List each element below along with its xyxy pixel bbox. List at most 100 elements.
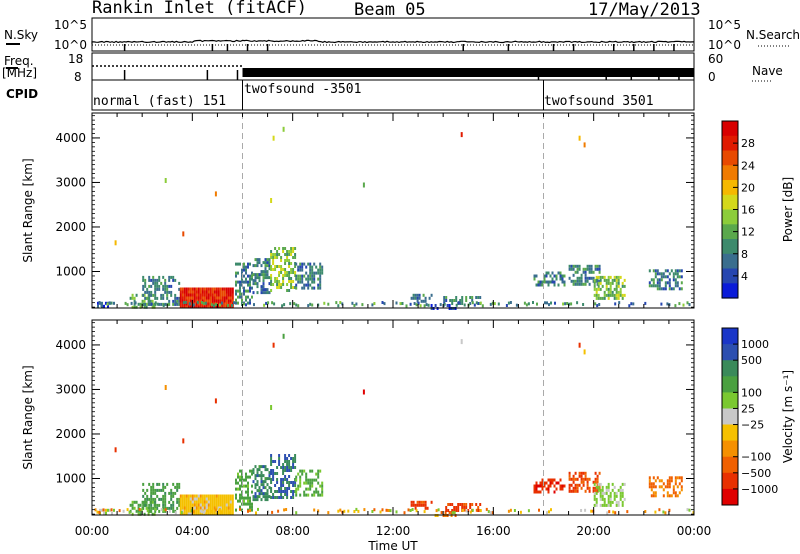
power-cell-7 xyxy=(307,281,309,284)
power-cell-4 xyxy=(249,278,251,281)
velocity-cell-2 xyxy=(146,498,148,501)
power-cell-2 xyxy=(144,291,146,294)
power-cell-2 xyxy=(166,294,168,297)
power-cell-11 xyxy=(548,284,550,287)
velocity-cell-5 xyxy=(263,492,265,495)
velocity-cell-2 xyxy=(148,498,150,501)
power-cell-4 xyxy=(245,278,247,281)
velocity-cell-7 xyxy=(307,482,309,485)
power-cell-12 xyxy=(571,268,573,271)
rti-plot: 1000200030004000Slant Range [km]48121620… xyxy=(0,0,800,554)
power-noise xyxy=(687,301,689,304)
velocity-cell-6 xyxy=(270,472,272,475)
power-cell-12 xyxy=(569,268,571,271)
velocity-cell-1 xyxy=(134,501,136,504)
power-noise xyxy=(297,304,299,307)
velocity-noise xyxy=(608,510,610,513)
velocity-cell-5 xyxy=(253,480,255,483)
power-cell-14 xyxy=(659,287,661,290)
power-cell-4 xyxy=(237,302,239,305)
power-cell-7 xyxy=(317,278,319,281)
velocity-cell-7 xyxy=(319,494,321,497)
velocity-cell-6 xyxy=(284,466,286,469)
time-tick-label-2: 08:00 xyxy=(275,524,310,538)
power-cell-7 xyxy=(311,266,313,269)
velocity-noise xyxy=(347,510,349,513)
power-cell-13 xyxy=(614,288,616,291)
velocity-cell-3 xyxy=(212,507,214,510)
power-noise xyxy=(482,304,484,307)
velocity-cell-7 xyxy=(319,470,321,473)
power-cell-13 xyxy=(614,276,616,279)
power-cell-3 xyxy=(216,294,218,297)
power-cell-6 xyxy=(278,280,280,283)
velocity-cell-6 xyxy=(290,466,292,469)
power-cell-1 xyxy=(136,294,138,297)
power-cell-13 xyxy=(618,294,620,297)
velocity-cell-7 xyxy=(307,479,309,482)
power-cell-10 xyxy=(471,296,473,299)
velocity-noise xyxy=(295,511,297,514)
power-cell-7 xyxy=(311,272,313,275)
power-cell-7 xyxy=(313,275,315,278)
power-cell-13 xyxy=(600,288,602,291)
velocity-cell-1 xyxy=(138,504,140,507)
velocity-colorbar-label-7: −1000 xyxy=(741,483,778,496)
power-cell-14 xyxy=(665,284,667,287)
velocity-cell-6 xyxy=(286,490,288,493)
power-cell-3 xyxy=(224,297,226,300)
velocity-cell-6 xyxy=(280,466,282,469)
power-cell-2 xyxy=(154,288,156,291)
power-cell-5 xyxy=(263,279,265,282)
velocity-cell-12 xyxy=(585,478,587,481)
power-cell-6 xyxy=(276,277,278,280)
velocity-cell-2 xyxy=(176,507,178,510)
power-cell-6 xyxy=(282,283,284,286)
power-colorbar-label-6: 28 xyxy=(741,137,755,150)
power-cell-3 xyxy=(188,288,190,291)
velocity-cell-12 xyxy=(593,487,595,490)
velocity-cell-10 xyxy=(453,506,455,509)
velocity-cell-12 xyxy=(581,481,583,484)
velocity-cell-14 xyxy=(669,485,671,488)
velocity-cell-3 xyxy=(194,507,196,510)
power-cell-6 xyxy=(294,253,296,256)
power-cell-13 xyxy=(596,279,598,282)
velocity-ytick-label-3: 4000 xyxy=(55,338,86,352)
power-cell-12 xyxy=(591,268,593,271)
velocity-cell-4 xyxy=(243,497,245,500)
power-noise xyxy=(219,304,221,307)
power-cell-13 xyxy=(608,279,610,282)
velocity-cell-6 xyxy=(294,457,296,460)
velocity-colorbar-band-2 xyxy=(722,360,738,377)
velocity-cell-6 xyxy=(284,454,286,457)
velocity-speck-9 xyxy=(215,398,217,403)
power-cell-14 xyxy=(669,284,671,287)
velocity-cell-2 xyxy=(158,504,160,507)
power-cell-1 xyxy=(142,300,144,303)
velocity-cell-5 xyxy=(261,480,263,483)
power-cell-6 xyxy=(274,265,276,268)
power-cell-14 xyxy=(659,278,661,281)
power-noise xyxy=(281,304,283,307)
power-cell-13 xyxy=(608,294,610,297)
power-cell-2 xyxy=(156,288,158,291)
velocity-cell-10 xyxy=(471,503,473,506)
power-cell-4 xyxy=(239,287,241,290)
power-cell-2 xyxy=(148,297,150,300)
velocity-noise xyxy=(353,510,355,513)
power-cell-4 xyxy=(249,287,251,290)
velocity-cell-2 xyxy=(150,510,152,513)
velocity-cell-14 xyxy=(655,485,657,488)
power-noise xyxy=(420,304,422,307)
velocity-cell-1 xyxy=(136,510,138,513)
velocity-cell-12 xyxy=(597,475,599,478)
velocity-noise xyxy=(357,510,359,513)
velocity-cell-3 xyxy=(188,498,190,501)
power-cell-3 xyxy=(202,291,204,294)
power-cell-2 xyxy=(158,285,160,288)
power-cell-11 xyxy=(560,272,562,275)
velocity-cell-3 xyxy=(200,507,202,510)
velocity-cell-7 xyxy=(297,488,299,491)
velocity-cell-14 xyxy=(673,491,675,494)
